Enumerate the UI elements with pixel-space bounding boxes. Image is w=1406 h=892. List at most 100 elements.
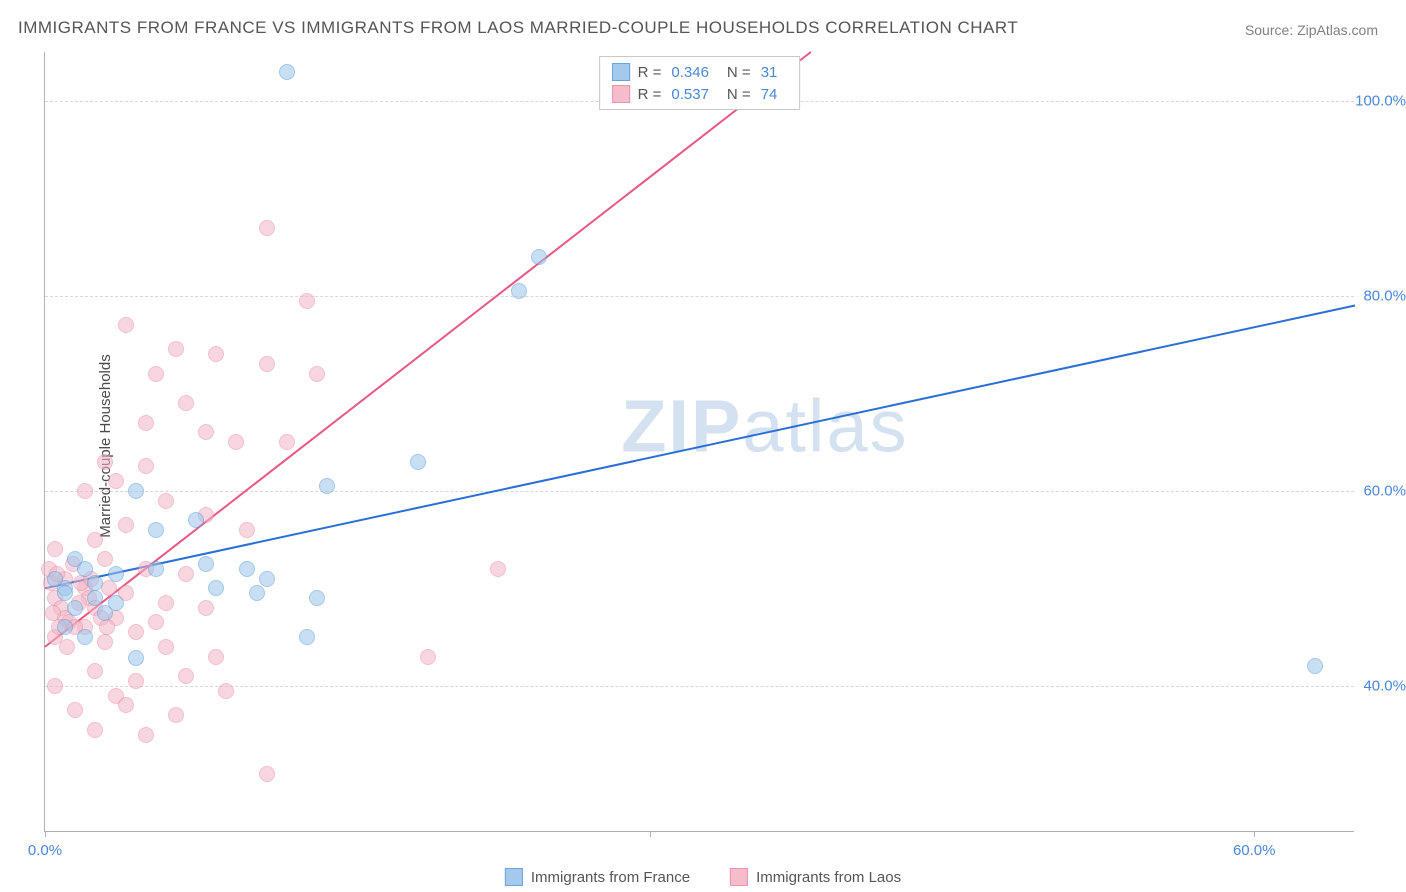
scatter-point-laos <box>208 649 224 665</box>
swatch-laos <box>612 85 630 103</box>
scatter-point-laos <box>128 624 144 640</box>
scatter-point-laos <box>138 727 154 743</box>
regression-line-laos <box>45 52 811 647</box>
scatter-point-laos <box>138 458 154 474</box>
series-legend: Immigrants from France Immigrants from L… <box>505 868 901 886</box>
swatch-france <box>612 63 630 81</box>
scatter-point-laos <box>208 346 224 362</box>
scatter-point-laos <box>59 639 75 655</box>
scatter-point-laos <box>47 541 63 557</box>
scatter-point-france <box>87 590 103 606</box>
scatter-point-laos <box>45 605 61 621</box>
legend-swatch-france <box>505 868 523 886</box>
scatter-point-france <box>198 556 214 572</box>
legend-item-france: Immigrants from France <box>505 868 690 886</box>
scatter-point-laos <box>178 668 194 684</box>
scatter-point-laos <box>279 434 295 450</box>
scatter-point-france <box>148 561 164 577</box>
scatter-point-laos <box>218 683 234 699</box>
scatter-point-laos <box>97 634 113 650</box>
y-tick-label: 40.0% <box>1354 677 1406 694</box>
scatter-point-laos <box>87 722 103 738</box>
scatter-point-laos <box>97 454 113 470</box>
scatter-point-france <box>148 522 164 538</box>
legend-label-france: Immigrants from France <box>531 869 690 886</box>
scatter-point-france <box>249 585 265 601</box>
scatter-point-laos <box>148 614 164 630</box>
scatter-point-laos <box>228 434 244 450</box>
chart-title: IMMIGRANTS FROM FRANCE VS IMMIGRANTS FRO… <box>18 18 1018 38</box>
y-tick-label: 80.0% <box>1354 287 1406 304</box>
scatter-point-laos <box>47 678 63 694</box>
scatter-point-france <box>299 629 315 645</box>
source-attribution: Source: ZipAtlas.com <box>1245 22 1378 38</box>
legend-swatch-laos <box>730 868 748 886</box>
scatter-point-laos <box>118 697 134 713</box>
scatter-point-laos <box>87 532 103 548</box>
scatter-point-laos <box>67 702 83 718</box>
legend-label-laos: Immigrants from Laos <box>756 869 901 886</box>
scatter-point-laos <box>148 366 164 382</box>
scatter-point-france <box>239 561 255 577</box>
scatter-point-laos <box>101 580 117 596</box>
scatter-point-laos <box>77 483 93 499</box>
scatter-point-laos <box>158 493 174 509</box>
scatter-point-laos <box>118 317 134 333</box>
scatter-point-laos <box>128 673 144 689</box>
scatter-point-laos <box>168 707 184 723</box>
scatter-point-laos <box>99 619 115 635</box>
scatter-point-france <box>319 478 335 494</box>
scatter-point-laos <box>108 473 124 489</box>
scatter-point-laos <box>87 663 103 679</box>
scatter-point-france <box>67 551 83 567</box>
scatter-point-france <box>67 600 83 616</box>
plot-area: ZIPatlas 40.0%60.0%80.0%100.0% R =0.346 … <box>44 52 1354 832</box>
legend-item-laos: Immigrants from Laos <box>730 868 901 886</box>
scatter-point-france <box>259 571 275 587</box>
scatter-point-laos <box>259 356 275 372</box>
x-tick <box>650 831 651 837</box>
scatter-point-laos <box>118 517 134 533</box>
scatter-point-france <box>279 64 295 80</box>
x-tick <box>45 831 46 837</box>
scatter-point-france <box>208 580 224 596</box>
scatter-point-laos <box>178 395 194 411</box>
scatter-point-laos <box>168 341 184 357</box>
scatter-point-laos <box>259 220 275 236</box>
scatter-point-laos <box>239 522 255 538</box>
y-tick-label: 60.0% <box>1354 482 1406 499</box>
scatter-point-laos <box>97 551 113 567</box>
scatter-point-france <box>87 575 103 591</box>
scatter-point-laos <box>138 415 154 431</box>
scatter-point-france <box>47 571 63 587</box>
scatter-point-laos <box>198 424 214 440</box>
stats-legend: R =0.346 N =31 R =0.537 N =74 <box>599 56 801 110</box>
scatter-point-laos <box>299 293 315 309</box>
stats-row-france: R =0.346 N =31 <box>612 61 788 83</box>
scatter-point-laos <box>259 766 275 782</box>
y-tick-label: 100.0% <box>1354 92 1406 109</box>
scatter-point-laos <box>309 366 325 382</box>
x-tick <box>1254 831 1255 837</box>
scatter-point-france <box>57 619 73 635</box>
scatter-point-france <box>128 650 144 666</box>
scatter-point-laos <box>158 639 174 655</box>
scatter-point-france <box>531 249 547 265</box>
scatter-point-france <box>128 483 144 499</box>
scatter-point-laos <box>158 595 174 611</box>
scatter-point-laos <box>420 649 436 665</box>
scatter-point-france <box>108 566 124 582</box>
scatter-point-france <box>188 512 204 528</box>
scatter-point-france <box>410 454 426 470</box>
scatter-point-france <box>108 595 124 611</box>
x-tick-label: 0.0% <box>28 842 62 859</box>
scatter-point-laos <box>490 561 506 577</box>
x-tick-label: 60.0% <box>1233 842 1276 859</box>
stats-row-laos: R =0.537 N =74 <box>612 83 788 105</box>
scatter-point-laos <box>198 600 214 616</box>
scatter-point-france <box>57 585 73 601</box>
scatter-point-france <box>511 283 527 299</box>
scatter-point-laos <box>178 566 194 582</box>
scatter-point-france <box>77 629 93 645</box>
scatter-point-france <box>1307 658 1323 674</box>
